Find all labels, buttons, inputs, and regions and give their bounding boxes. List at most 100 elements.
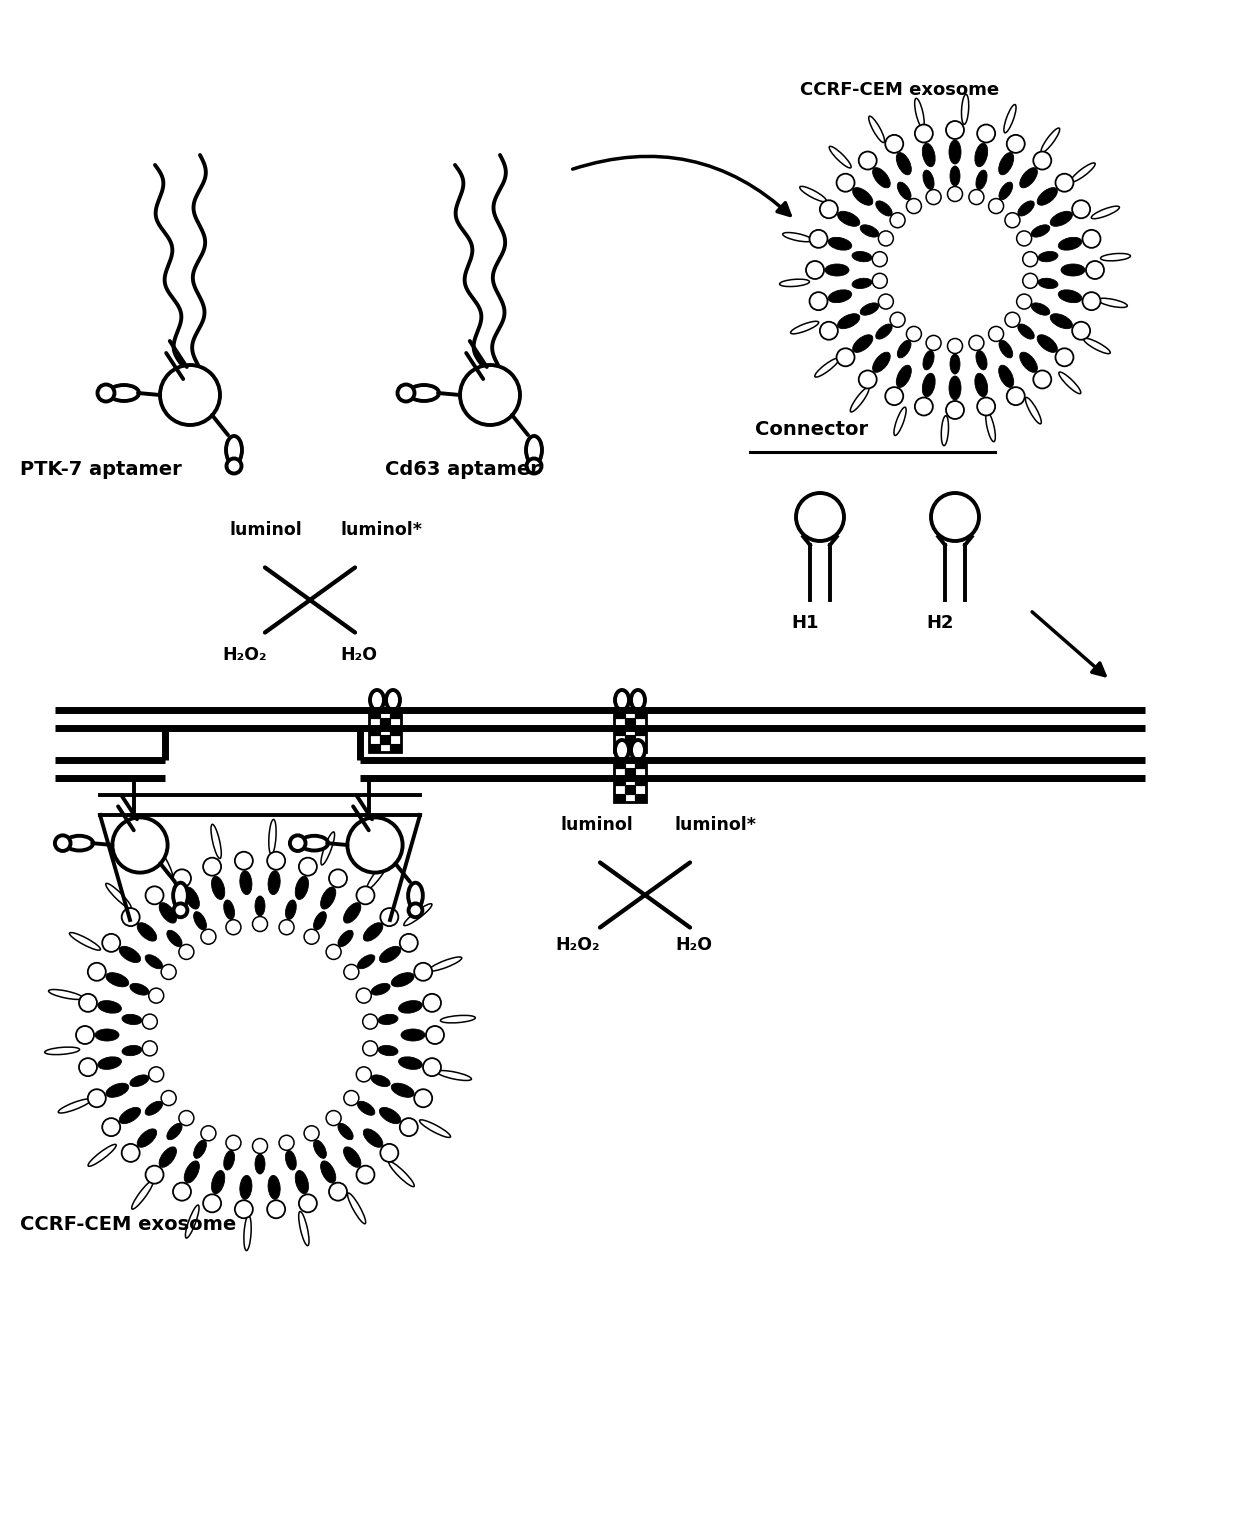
Circle shape [931,493,980,541]
Circle shape [977,398,996,415]
Circle shape [1004,313,1021,328]
Circle shape [203,1194,221,1212]
Ellipse shape [897,364,911,387]
Ellipse shape [853,188,873,206]
Circle shape [968,189,983,204]
Circle shape [55,836,71,851]
Bar [635,769,646,776]
Circle shape [977,125,996,142]
Bar [370,744,379,752]
Ellipse shape [145,955,162,968]
Ellipse shape [299,1211,309,1246]
Ellipse shape [875,201,893,217]
Circle shape [885,387,903,406]
Ellipse shape [998,152,1014,175]
Circle shape [859,371,877,389]
Circle shape [872,273,888,288]
Circle shape [906,326,921,342]
Ellipse shape [367,860,388,889]
Ellipse shape [631,740,645,759]
Ellipse shape [1025,398,1042,424]
Ellipse shape [379,947,401,962]
Ellipse shape [98,1000,122,1013]
Circle shape [174,1183,191,1200]
Circle shape [279,920,294,935]
Circle shape [1055,174,1074,192]
Circle shape [253,1139,268,1153]
Ellipse shape [239,1176,252,1199]
Bar [614,776,625,785]
Bar [614,785,625,793]
Ellipse shape [159,1147,176,1167]
Ellipse shape [392,1083,414,1098]
Ellipse shape [791,322,818,334]
Ellipse shape [343,1147,361,1167]
Ellipse shape [105,1083,129,1098]
Circle shape [179,944,193,959]
Circle shape [398,384,414,401]
Ellipse shape [875,323,893,339]
Circle shape [946,120,963,139]
Ellipse shape [1059,372,1081,393]
Bar [635,744,646,752]
Bar [391,744,401,752]
Circle shape [304,1125,319,1141]
Circle shape [381,907,398,926]
Circle shape [253,917,268,932]
Ellipse shape [285,900,296,920]
Circle shape [113,817,167,872]
Bar [379,735,391,744]
Ellipse shape [950,166,960,186]
Ellipse shape [898,181,911,200]
Ellipse shape [105,883,131,909]
Ellipse shape [828,290,852,302]
Ellipse shape [389,1162,414,1186]
Ellipse shape [88,1144,117,1167]
Circle shape [890,313,905,328]
Text: H₂O₂: H₂O₂ [556,936,600,955]
Ellipse shape [185,1161,200,1183]
Ellipse shape [343,903,361,923]
Ellipse shape [339,930,353,947]
Ellipse shape [48,990,83,999]
Ellipse shape [347,1193,366,1223]
Circle shape [1055,348,1074,366]
Text: luminol: luminol [560,816,632,834]
Circle shape [143,1014,157,1029]
Ellipse shape [357,955,374,968]
Ellipse shape [321,888,336,909]
Ellipse shape [615,689,629,711]
Bar [370,727,379,735]
Circle shape [299,857,317,875]
Circle shape [810,293,827,310]
Bar [370,735,379,744]
Circle shape [1023,273,1038,288]
Ellipse shape [321,1161,336,1183]
Ellipse shape [122,1046,141,1055]
Bar [625,711,635,718]
Ellipse shape [370,689,384,711]
Bar [614,711,625,718]
Ellipse shape [119,1107,140,1124]
Ellipse shape [122,1014,141,1025]
Circle shape [267,852,285,869]
Ellipse shape [314,912,326,930]
Ellipse shape [109,384,139,401]
Text: H1: H1 [791,615,818,631]
Circle shape [527,459,542,473]
Ellipse shape [98,1057,122,1069]
Bar [614,759,646,802]
Circle shape [122,907,140,926]
Text: PTK-7 aptamer: PTK-7 aptamer [20,461,182,479]
Circle shape [460,364,520,425]
Text: luminol*: luminol* [340,522,422,538]
Ellipse shape [861,224,879,236]
Bar [625,793,635,802]
Ellipse shape [998,364,1014,387]
Bar [635,727,646,735]
Ellipse shape [999,181,1013,200]
Circle shape [796,493,844,541]
Ellipse shape [174,883,187,909]
Ellipse shape [861,303,879,316]
Ellipse shape [130,1075,149,1087]
